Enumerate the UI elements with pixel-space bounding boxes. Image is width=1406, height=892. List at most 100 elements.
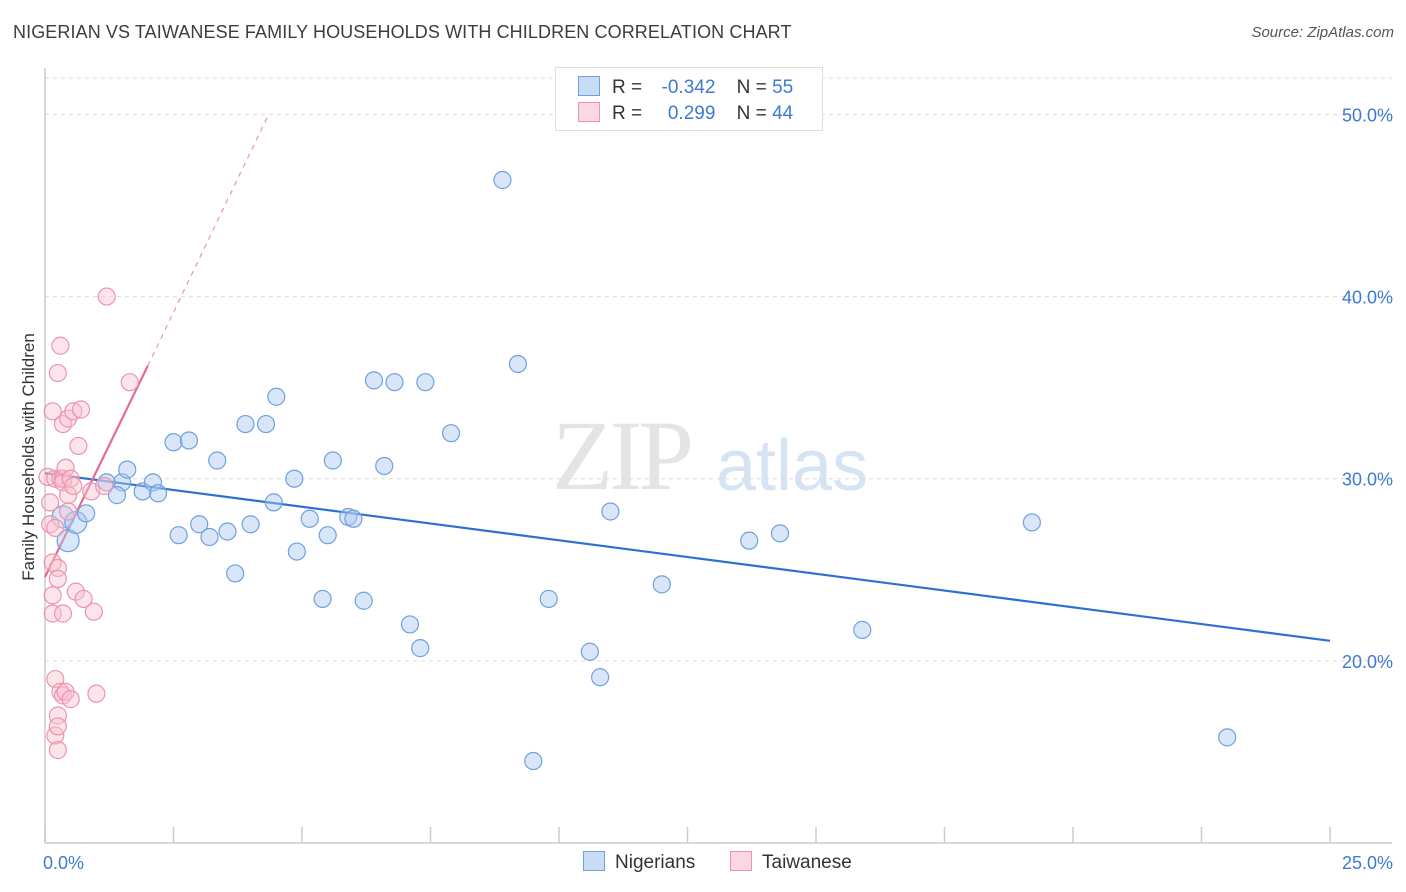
y-tick-label: 40.0%: [1342, 288, 1393, 308]
nigerians-point: [580, 642, 599, 661]
source-label: Source: ZipAtlas.com: [1251, 24, 1394, 41]
nigerians-point: [256, 414, 276, 434]
nigerians-point: [190, 515, 209, 534]
taiwanese-point: [48, 363, 67, 383]
legend-n-value-taiwanese: 44: [772, 103, 794, 124]
nigerians-point: [107, 486, 127, 505]
nigerians-point: [143, 473, 163, 492]
tick-labels: 20.0% 30.0% 40.0% 50.0% 0.0% 25.0% Family Hous…: [19, 105, 1393, 873]
nigerians-point: [652, 575, 671, 594]
nigerians-point: [241, 515, 260, 534]
bottom-legend-swatch-taiwanese: [730, 851, 752, 871]
watermark-atlas: atlas: [716, 426, 869, 506]
nigerians-point: [318, 526, 337, 545]
nigerians-point: [200, 527, 219, 547]
nigerians-point: [264, 493, 283, 512]
y-tick-label: 30.0%: [1342, 470, 1393, 490]
nigerians-trend-line: [44, 472, 1331, 642]
nigerians-point: [118, 460, 137, 479]
nigerians-point: [133, 482, 152, 501]
nigerians-point: [236, 414, 255, 434]
taiwanese-point: [43, 586, 62, 605]
nigerians-point: [375, 456, 394, 476]
nigerians-point: [416, 373, 435, 392]
nigerians-point: [285, 469, 304, 488]
y-axis-title: Family Households with Children: [19, 333, 38, 581]
taiwanese-point: [56, 458, 75, 477]
legend-r-label: R =: [612, 77, 643, 98]
taiwanese-point: [43, 402, 62, 421]
nigerians-point: [77, 504, 96, 523]
bottom-legend-label-nigerians: Nigerians: [615, 852, 696, 873]
legend-n-label: N =: [736, 77, 767, 98]
nigerians-point: [441, 424, 461, 443]
taiwanese-point: [120, 373, 139, 392]
correlation-legend: R = -0.342 N = 55 R = 0.299 N = 44: [555, 67, 823, 131]
taiwanese-point: [48, 569, 67, 588]
nigerians-point: [411, 639, 430, 658]
legend-row-taiwanese: R = 0.299 N = 44: [578, 102, 793, 126]
taiwanese-point: [87, 684, 106, 703]
nigerians-point: [400, 615, 420, 634]
taiwanese-point: [95, 476, 114, 496]
nigerians-point: [354, 591, 373, 610]
taiwanese-point: [48, 717, 67, 736]
taiwanese-point: [51, 336, 70, 355]
legend-row-nigerians: R = -0.342 N = 55: [578, 76, 793, 100]
nigerians-point: [524, 751, 543, 771]
taiwanese-point: [71, 400, 91, 419]
taiwanese-point: [61, 469, 80, 488]
bottom-legend-taiwanese: Taiwanese: [730, 851, 852, 874]
taiwanese-point: [84, 602, 103, 621]
nigerians-point: [385, 373, 404, 392]
watermark-zip: ZIP: [552, 400, 694, 511]
legend-r-value-taiwanese: 0.299: [667, 103, 716, 124]
nigerians-point: [208, 451, 227, 470]
taiwanese-point: [59, 502, 78, 521]
taiwanese-point: [74, 589, 93, 609]
nigerians-point: [853, 620, 872, 639]
nigerians-point: [300, 509, 319, 528]
taiwanese-point: [53, 604, 73, 623]
nigerians-point: [740, 531, 759, 550]
grid-lines: [45, 77, 1392, 662]
taiwanese-point: [66, 582, 85, 601]
x-tick-label-min: 0.0%: [43, 853, 84, 873]
taiwanese-point: [61, 690, 80, 709]
legend-n-value-nigerians: 55: [772, 77, 794, 98]
nigerians-point: [1218, 728, 1237, 747]
taiwanese-point: [46, 518, 65, 537]
nigerians-point: [770, 524, 790, 543]
nigerians-point: [179, 431, 199, 450]
taiwanese-point: [43, 604, 62, 623]
legend-r-label: R =: [612, 103, 643, 124]
taiwanese-point: [97, 287, 116, 306]
legend-swatch-taiwanese: [578, 102, 600, 122]
nigerians-point: [364, 371, 384, 390]
nigerians-point: [148, 484, 168, 503]
taiwanese-point: [69, 436, 88, 456]
taiwanese-point: [41, 493, 60, 512]
legend-swatch-nigerians: [578, 76, 600, 96]
nigerians-point: [539, 589, 558, 609]
axes: [44, 68, 1392, 844]
nigerians-point: [591, 668, 610, 687]
nigerians-point: [164, 433, 183, 452]
bottom-legend-swatch-nigerians: [583, 851, 605, 871]
taiwanese-trend-line: [44, 365, 149, 578]
bottom-legend-nigerians: Nigerians: [583, 851, 695, 874]
trend-lines: [44, 114, 1331, 642]
nigerians-point: [169, 526, 188, 545]
nigerians-point: [218, 522, 237, 541]
nigerians-point: [508, 354, 527, 374]
bottom-legend-label-taiwanese: Taiwanese: [762, 852, 852, 873]
taiwanese-point: [48, 741, 67, 760]
taiwanese-point: [64, 476, 83, 496]
y-tick-label: 50.0%: [1342, 105, 1393, 125]
x-tick-label-max: 25.0%: [1342, 853, 1393, 873]
nigerians-point: [267, 387, 286, 406]
chart-title: NIGERIAN VS TAIWANESE FAMILY HOUSEHOLDS …: [13, 22, 792, 42]
nigerians-point: [323, 451, 342, 470]
nigerians-point: [344, 509, 363, 528]
